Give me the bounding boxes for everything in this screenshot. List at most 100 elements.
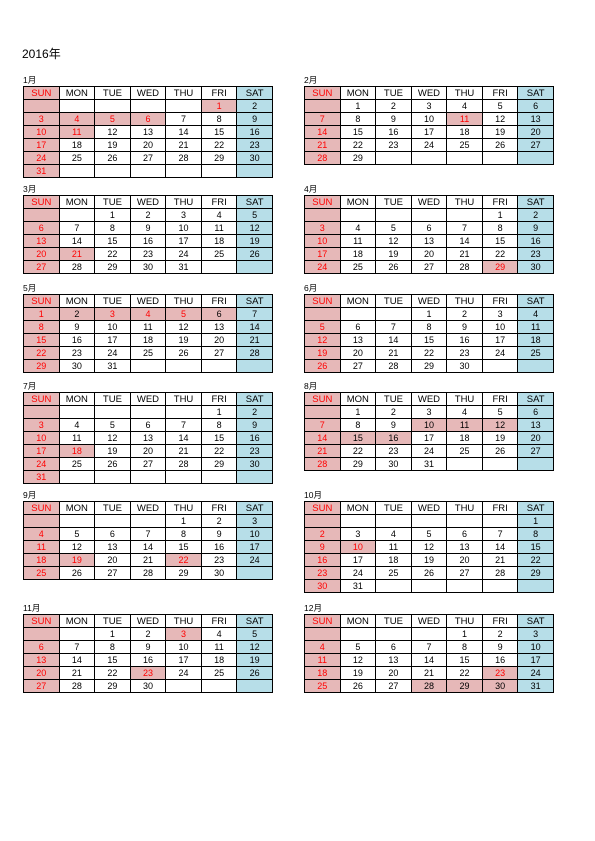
day-cell: 17 bbox=[94, 333, 131, 347]
week-row: 1 bbox=[304, 514, 554, 528]
day-cell: 7 bbox=[236, 307, 273, 321]
month-table: SUN MON TUE WED THU FRI SAT 1 2 3 4 5 6 7 8 9 10 11 12 13 14… bbox=[304, 614, 554, 693]
day-cell: 24 bbox=[94, 346, 131, 360]
day-cell: 19 bbox=[375, 247, 412, 261]
day-cell: 4 bbox=[200, 208, 238, 222]
week-row: 10 11 12 13 14 15 16 bbox=[304, 234, 554, 248]
day-cell: 9 bbox=[304, 540, 341, 554]
week-row: 25 26 27 28 29 30 31 bbox=[304, 679, 554, 693]
month-calendar: 5月 SUN MON TUE WED THU FRI SAT 1 2 3 4 5 6 7 8 9 10 11 12 13… bbox=[23, 283, 273, 373]
empty-cell bbox=[339, 307, 377, 321]
weekday-header: FRI bbox=[200, 501, 238, 515]
day-cell: 12 bbox=[94, 431, 131, 445]
day-cell: 31 bbox=[23, 164, 60, 178]
day-cell: 21 bbox=[58, 247, 96, 261]
day-cell: 23 bbox=[446, 346, 483, 360]
day-cell: 27 bbox=[446, 566, 483, 580]
day-cell: 15 bbox=[517, 540, 554, 554]
day-cell: 5 bbox=[58, 527, 96, 541]
day-cell: 1 bbox=[446, 627, 483, 641]
weekday-header: SAT bbox=[236, 392, 273, 406]
day-cell: 24 bbox=[236, 553, 273, 567]
weekday-header: TUE bbox=[94, 392, 131, 406]
day-cell: 28 bbox=[410, 679, 448, 693]
day-cell: 6 bbox=[410, 221, 448, 235]
day-cell: 4 bbox=[23, 527, 60, 541]
empty-cell bbox=[94, 470, 131, 484]
weekday-header: MON bbox=[58, 294, 96, 308]
day-cell: 22 bbox=[446, 666, 483, 680]
day-cell: 1 bbox=[200, 99, 238, 113]
day-cell: 4 bbox=[339, 221, 377, 235]
weekday-header-row: SUN MON TUE WED THU FRI SAT bbox=[23, 86, 273, 100]
day-cell: 23 bbox=[200, 553, 238, 567]
day-cell: 20 bbox=[375, 666, 412, 680]
weekday-header: FRI bbox=[481, 392, 519, 406]
weekday-header-row: SUN MON TUE WED THU FRI SAT bbox=[304, 86, 554, 100]
month-table: SUN MON TUE WED THU FRI SAT 1 2 3 4 5 6 7 8 9 10 11 12 13 14… bbox=[304, 501, 554, 593]
day-cell: 29 bbox=[339, 457, 377, 471]
day-cell: 16 bbox=[200, 540, 238, 554]
day-cell: 21 bbox=[165, 444, 202, 458]
weekday-header: THU bbox=[165, 392, 202, 406]
weekday-header: SUN bbox=[304, 294, 341, 308]
day-cell: 14 bbox=[375, 333, 412, 347]
weekday-header: SAT bbox=[517, 86, 554, 100]
weekday-header: SAT bbox=[517, 614, 554, 628]
empty-cell bbox=[481, 514, 519, 528]
day-cell: 2 bbox=[129, 627, 167, 641]
empty-cell bbox=[304, 514, 341, 528]
empty-cell bbox=[129, 470, 167, 484]
day-cell: 3 bbox=[517, 627, 554, 641]
day-cell: 22 bbox=[165, 553, 202, 567]
weekday-header: TUE bbox=[94, 195, 131, 209]
day-cell: 3 bbox=[165, 208, 202, 222]
weekday-header: MON bbox=[339, 294, 377, 308]
day-cell: 18 bbox=[517, 333, 554, 347]
weekday-header: TUE bbox=[94, 294, 131, 308]
empty-cell bbox=[446, 579, 483, 593]
day-cell: 3 bbox=[23, 418, 60, 432]
weekday-header: SUN bbox=[304, 614, 341, 628]
empty-cell bbox=[58, 514, 96, 528]
day-cell: 7 bbox=[304, 112, 341, 126]
month-table: SUN MON TUE WED THU FRI SAT 1 2 3 4 5 6 7 8 9 10 11 12 13 14… bbox=[23, 86, 273, 178]
empty-cell bbox=[304, 307, 341, 321]
day-cell: 5 bbox=[481, 99, 519, 113]
weekday-header: TUE bbox=[375, 392, 412, 406]
week-row: 9 10 11 12 13 14 15 bbox=[304, 540, 554, 554]
week-row: 21 22 23 24 25 26 27 bbox=[304, 444, 554, 458]
month-table: SUN MON TUE WED THU FRI SAT 1 2 3 4 5 6 7 8 9 10 11 12 13 14… bbox=[304, 294, 554, 373]
day-cell: 23 bbox=[375, 444, 412, 458]
day-cell: 13 bbox=[23, 234, 60, 248]
empty-cell bbox=[165, 405, 202, 419]
weekday-header: SAT bbox=[517, 501, 554, 515]
day-cell: 3 bbox=[410, 99, 448, 113]
weekday-header: WED bbox=[410, 294, 448, 308]
day-cell: 11 bbox=[304, 653, 341, 667]
day-cell: 12 bbox=[481, 112, 519, 126]
day-cell: 18 bbox=[446, 431, 483, 445]
empty-cell bbox=[23, 405, 60, 419]
day-cell: 11 bbox=[339, 234, 377, 248]
day-cell: 24 bbox=[23, 151, 60, 165]
day-cell: 31 bbox=[517, 679, 554, 693]
day-cell: 9 bbox=[236, 418, 273, 432]
day-cell: 11 bbox=[517, 320, 554, 334]
day-cell: 19 bbox=[481, 431, 519, 445]
day-cell: 30 bbox=[304, 579, 341, 593]
empty-cell bbox=[304, 405, 341, 419]
day-cell: 4 bbox=[446, 405, 483, 419]
weekday-header: FRI bbox=[200, 195, 238, 209]
day-cell: 11 bbox=[58, 125, 96, 139]
day-cell: 27 bbox=[375, 679, 412, 693]
week-row: 26 27 28 29 30 bbox=[304, 359, 554, 373]
day-cell: 17 bbox=[481, 333, 519, 347]
weekday-header: MON bbox=[58, 614, 96, 628]
week-row: 13 14 15 16 17 18 19 bbox=[23, 653, 273, 667]
weekday-header: SAT bbox=[236, 294, 273, 308]
